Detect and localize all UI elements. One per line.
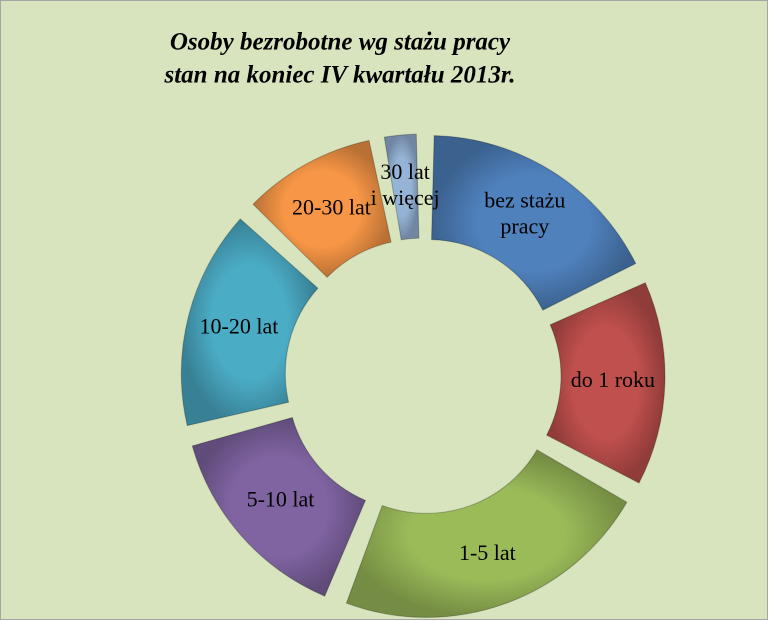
segment-label: 1-5 lat xyxy=(459,540,516,565)
segment-label: 10-20 lat xyxy=(200,314,279,339)
segment-label: 30 lat i więcej xyxy=(371,159,440,210)
chart-title: Osoby bezrobotne wg stażu pracy xyxy=(170,29,511,56)
chart-title: stan na koniec IV kwartału 2013r. xyxy=(163,62,515,89)
segment-label: do 1 roku xyxy=(571,367,655,392)
segment-label: 20-30 lat xyxy=(292,195,371,220)
segment-label: 5-10 lat xyxy=(247,487,315,512)
segment-label: bez stażu pracy xyxy=(484,188,565,239)
